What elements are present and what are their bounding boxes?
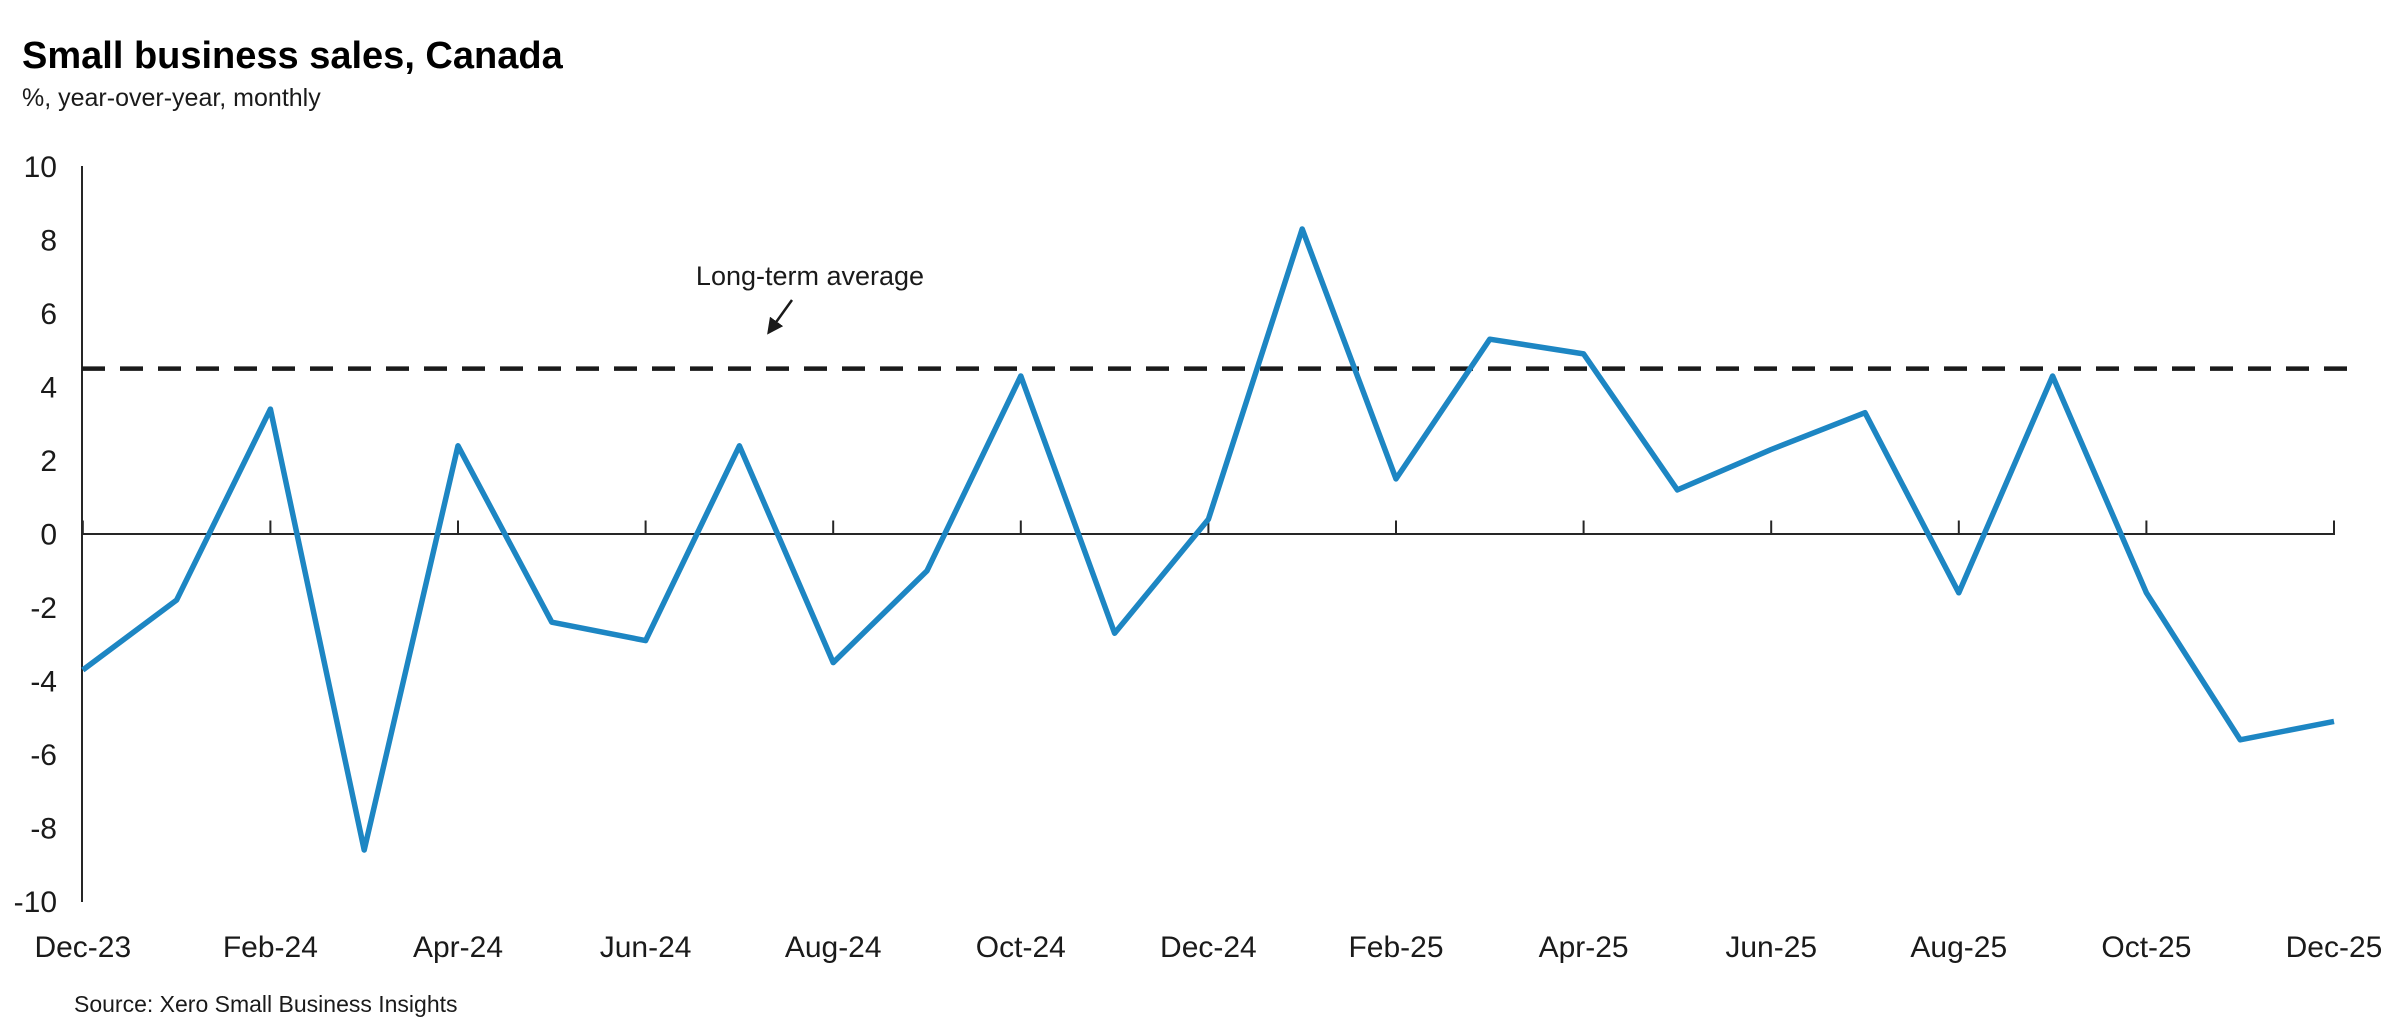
x-tick-label: Jun-25 (1725, 931, 1817, 964)
x-tick-label: Dec-23 (34, 931, 131, 964)
y-tick-label: -8 (30, 813, 57, 846)
x-tick-label: Apr-25 (1539, 931, 1629, 964)
y-tick-label: -4 (30, 666, 57, 699)
chart-subtitle: %, year-over-year, monthly (22, 84, 321, 112)
annotation-arrow-icon (767, 299, 794, 335)
y-tick-label: -6 (30, 739, 57, 772)
x-tick-label: Aug-25 (1910, 931, 2007, 964)
source-note: Source: Xero Small Business Insights (74, 991, 458, 1017)
y-axis-labels: 10 8 6 4 2 0 -2 -4 -6 -8 -10 (14, 151, 57, 919)
axes (81, 166, 2335, 902)
x-tick-label: Dec-25 (2286, 931, 2383, 964)
x-axis-tick-marks (81, 520, 2335, 534)
x-tick-label: Feb-25 (1348, 931, 1443, 964)
x-axis-labels: Dec-23 Feb-24 Apr-24 Jun-24 Aug-24 Oct-24 Dec-… (34, 931, 2382, 964)
x-tick-label: Feb-24 (223, 931, 318, 964)
long-term-average-label: Long-term average (696, 261, 924, 291)
y-tick-label: -10 (14, 886, 57, 919)
x-tick-label: Jun-24 (600, 931, 692, 964)
sales-data-line (81, 226, 2335, 853)
x-tick-label: Apr-24 (413, 931, 503, 964)
y-tick-label: 0 (40, 519, 57, 552)
y-tick-label: 2 (40, 445, 57, 478)
x-tick-label: Oct-25 (2101, 931, 2191, 964)
x-tick-label: Aug-24 (785, 931, 882, 964)
y-tick-label: 8 (40, 225, 57, 258)
y-tick-label: 10 (24, 151, 57, 184)
x-tick-label: Oct-24 (976, 931, 1066, 964)
chart-title: Small business sales, Canada (22, 35, 564, 77)
y-tick-label: 4 (40, 372, 57, 405)
y-tick-label: -2 (30, 592, 57, 625)
x-tick-label: Dec-24 (1160, 931, 1257, 964)
y-tick-label: 6 (40, 298, 57, 331)
